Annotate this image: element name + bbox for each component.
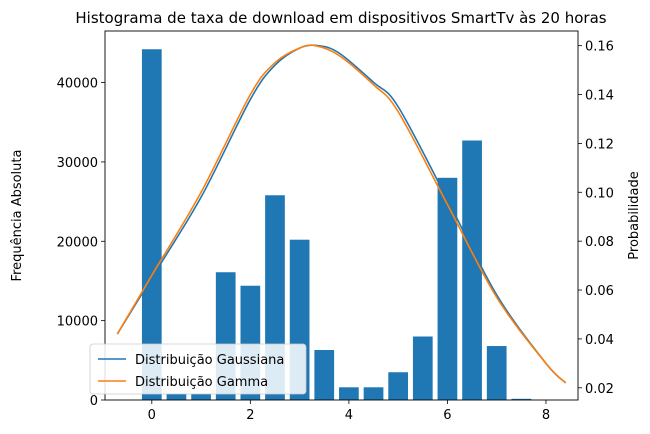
y2-tick-label: 0.14 [585, 89, 614, 104]
y2-tick-label: 0.04 [585, 333, 614, 348]
y-tick-label: 20000 [57, 235, 98, 250]
legend-label-1: Distribuição Gamma [135, 375, 268, 390]
y2-axis-label: Probabilidade [627, 171, 642, 259]
y2-tick-label: 0.06 [585, 284, 614, 299]
plot-frame [104, 30, 579, 401]
bar-0 [141, 49, 162, 400]
y-axis-ticks: 0 10000 20000 30000 40000 [57, 77, 105, 409]
x-tick-label: 2 [246, 408, 254, 423]
x-tick-label: 6 [443, 408, 451, 423]
series-line-1 [116, 44, 567, 384]
legend-box [89, 343, 307, 395]
y-tick-label: 30000 [57, 156, 98, 171]
legend: Distribuição Gaussiana Distribuição Gamma [89, 343, 307, 395]
y-tick-label: 10000 [57, 315, 98, 330]
y-axis-label: Frequência Absoluta [10, 150, 25, 282]
y-tick-label: 40000 [57, 77, 98, 92]
curves-layer [116, 44, 567, 384]
y2-tick-label: 0.10 [585, 186, 614, 201]
series-line-0 [116, 44, 567, 384]
bar-2 [191, 393, 211, 400]
bar-14 [486, 346, 507, 400]
y2-axis-ticks: 0.02 0.04 0.06 0.08 0.10 0.12 0.14 0.16 [578, 40, 614, 397]
chart-title: Histograma de taxa de download em dispos… [75, 9, 606, 27]
bar-1 [166, 393, 187, 400]
y2-tick-label: 0.12 [585, 137, 614, 152]
x-tick-label: 0 [148, 408, 156, 423]
bar-9 [363, 387, 384, 400]
x-tick-label: 4 [345, 408, 353, 423]
x-axis-ticks: 0 2 4 6 8 [148, 400, 550, 423]
bar-8 [339, 387, 359, 400]
bar-11 [412, 336, 433, 400]
y2-tick-label: 0.02 [585, 382, 614, 397]
bar-12 [437, 177, 458, 400]
bar-7 [314, 350, 335, 400]
bar-15 [511, 398, 532, 400]
y2-tick-label: 0.16 [585, 40, 614, 55]
y2-tick-label: 0.08 [585, 235, 614, 250]
bar-10 [388, 372, 409, 400]
legend-label-0: Distribuição Gaussiana [135, 353, 284, 368]
x-tick-label: 8 [542, 408, 550, 423]
bar-13 [462, 140, 482, 400]
y-tick-label: 0 [90, 394, 98, 409]
